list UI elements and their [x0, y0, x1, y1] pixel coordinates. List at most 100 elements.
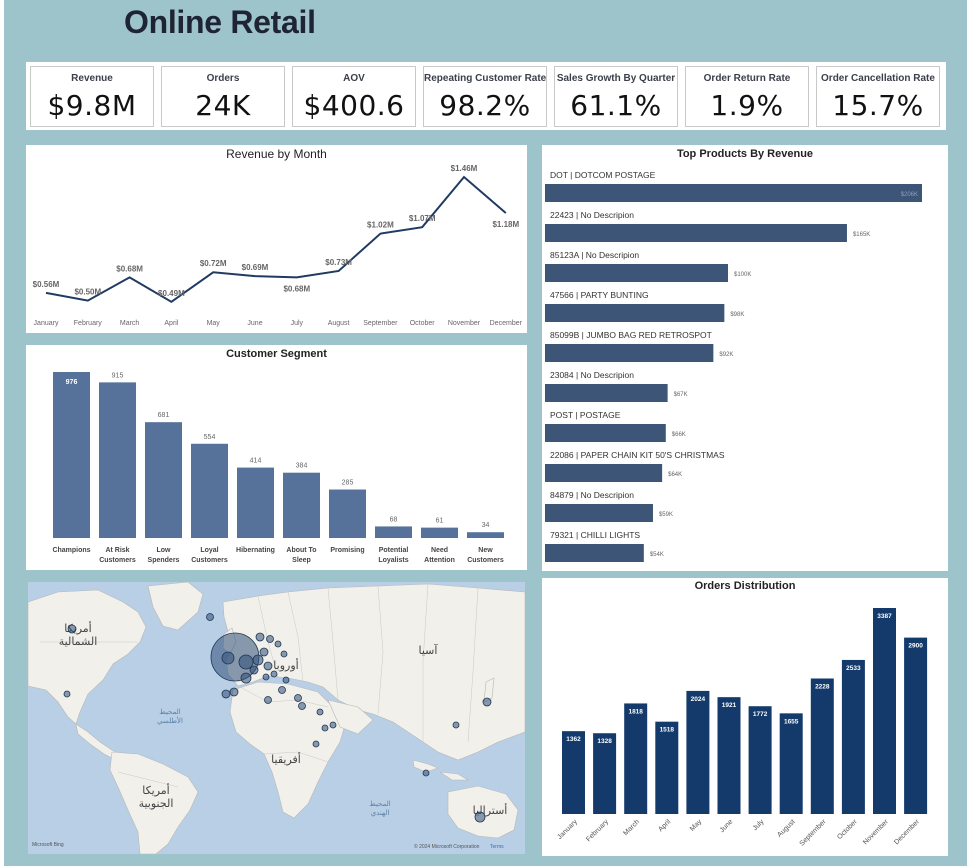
- product-bar: [545, 304, 725, 322]
- orders-bar: [655, 721, 679, 814]
- map-bubble[interactable]: [321, 724, 329, 732]
- map-bubble[interactable]: [255, 632, 265, 642]
- map-bubble[interactable]: [249, 665, 259, 675]
- world-map[interactable]: أمريكا الشمالية أمريكا الجنوبية أوروبا آ…: [28, 582, 525, 854]
- orders-bar: [779, 713, 803, 814]
- orders-map-panel[interactable]: أمريكا الشمالية أمريكا الجنوبية أوروبا آ…: [28, 582, 525, 854]
- revenue-data-label: $0.68M: [283, 284, 310, 293]
- segment-x-tick: Loyal: [200, 547, 218, 554]
- segment-bar-chart: 976 Champions 915 At Risk Customers 681 Low Spe…: [52, 372, 504, 564]
- map-bubble[interactable]: [316, 708, 324, 716]
- revenue-data-label: $0.49M: [158, 289, 185, 298]
- map-bubble[interactable]: [274, 640, 282, 648]
- map-bubble[interactable]: [240, 672, 252, 684]
- map-bubble[interactable]: [329, 721, 337, 729]
- north-america-land: [28, 589, 147, 725]
- product-category-label: 84879 | No Descripion: [550, 490, 634, 500]
- map-bubble[interactable]: [280, 650, 288, 658]
- orders-data-label: 3387: [877, 613, 892, 620]
- map-bubble[interactable]: [264, 696, 272, 704]
- product-category-label: 85099B | JUMBO BAG RED RETROSPOT: [550, 330, 712, 340]
- segment-x-tick: Low: [157, 547, 172, 554]
- map-bubble[interactable]: [422, 769, 430, 777]
- map-bubble[interactable]: [294, 694, 302, 702]
- revenue-x-tick: March: [120, 320, 140, 327]
- map-bubble[interactable]: [270, 670, 278, 678]
- segment-data-label: 976: [66, 379, 78, 386]
- kpi-label: Order Return Rate: [703, 73, 791, 84]
- segment-x-tick: Attention: [424, 557, 455, 564]
- kpi-value: 24K: [195, 89, 251, 122]
- product-bar: [545, 504, 653, 522]
- orders-data-label: 2533: [846, 665, 861, 672]
- map-bubble[interactable]: [221, 651, 235, 665]
- map-bubble[interactable]: [229, 687, 239, 697]
- orders-x-tick: July: [752, 818, 766, 832]
- orders-x-tick: January: [556, 818, 579, 841]
- revenue-x-tick: December: [490, 320, 523, 327]
- map-bubble[interactable]: [259, 647, 269, 657]
- top-products-panel[interactable]: Top Products By Revenue DOT | DOTCOM POS…: [542, 145, 948, 571]
- map-bubble[interactable]: [263, 661, 273, 671]
- bing-logo: Microsoft Bing: [32, 842, 64, 848]
- kpi-card-cancellation-rate[interactable]: Order Cancellation Rate 15.7%: [816, 66, 940, 127]
- arabia-land: [327, 699, 374, 735]
- revenue-data-label: $0.72M: [200, 259, 227, 268]
- segment-x-tick: Spenders: [148, 557, 180, 564]
- segment-bar: [145, 422, 182, 538]
- map-bubble[interactable]: [282, 676, 290, 684]
- product-category-label: 79321 | CHILLI LIGHTS: [550, 530, 640, 540]
- map-bubble[interactable]: [63, 690, 71, 698]
- kpi-label: Revenue: [71, 73, 113, 84]
- map-bubble[interactable]: [452, 721, 460, 729]
- orders-bar: [904, 637, 928, 814]
- kpi-card-aov[interactable]: AOV $400.6: [292, 66, 416, 127]
- map-label-atlantic: المحيط: [159, 708, 180, 716]
- customer-segment-panel[interactable]: Customer Segment 976 Champions 915 At Risk C…: [26, 345, 527, 570]
- japan-land: [483, 677, 495, 703]
- map-label-europe: أوروبا: [273, 658, 298, 672]
- segment-bar: [421, 527, 458, 538]
- map-bubble[interactable]: [266, 635, 274, 643]
- map-bubble[interactable]: [262, 673, 270, 681]
- segment-data-label: 681: [158, 412, 170, 419]
- revenue-by-month-panel[interactable]: Revenue by Month $0.56M January $0.50M Febr…: [26, 145, 527, 333]
- map-bubble[interactable]: [252, 654, 264, 666]
- orders-bar: [841, 659, 865, 814]
- orders-data-label: 2228: [815, 683, 830, 690]
- product-data-label: $98K: [730, 312, 744, 318]
- kpi-card-orders[interactable]: Orders 24K: [161, 66, 285, 127]
- revenue-line: [45, 175, 507, 304]
- segment-data-label: 915: [112, 372, 124, 379]
- map-label-north-america: الشمالية: [59, 635, 98, 648]
- orders-bar: [562, 731, 585, 814]
- segment-x-tick: Customers: [99, 557, 136, 564]
- map-bubble[interactable]: [206, 613, 214, 621]
- orders-data-label: 1921: [722, 702, 737, 709]
- map-terms-link[interactable]: Terms: [490, 844, 504, 850]
- map-bubble[interactable]: [298, 702, 306, 710]
- map-label-south-america: الجنوبية: [139, 797, 174, 810]
- map-bubble[interactable]: [221, 689, 231, 699]
- map-bubble[interactable]: [278, 686, 286, 694]
- map-label-south-america: أمريكا: [142, 783, 170, 797]
- map-bubble[interactable]: [474, 811, 486, 823]
- orders-distribution-panel[interactable]: Orders Distribution 1362 January 1328 Febru…: [542, 578, 948, 856]
- map-label-asia: آسيا: [419, 643, 439, 657]
- product-data-label: $165K: [853, 232, 870, 238]
- orders-bar: [873, 608, 896, 814]
- product-bar: [545, 464, 663, 482]
- product-data-label: $64K: [668, 472, 682, 478]
- kpi-value: $9.8M: [47, 89, 137, 122]
- kpi-card-revenue[interactable]: Revenue $9.8M: [30, 66, 154, 127]
- panel-title: Revenue by Month: [226, 147, 327, 161]
- map-bubble[interactable]: [67, 624, 77, 634]
- south-america-land: [109, 751, 199, 854]
- order-bubbles[interactable]: [63, 613, 492, 823]
- map-bubble[interactable]: [312, 740, 320, 748]
- kpi-card-repeating-rate[interactable]: Repeating Customer Rate 98.2%: [423, 66, 547, 127]
- revenue-data-label: $1.07M: [409, 214, 436, 223]
- map-bubble[interactable]: [482, 697, 492, 707]
- kpi-card-sales-growth[interactable]: Sales Growth By Quarter 61.1%: [554, 66, 678, 127]
- kpi-card-return-rate[interactable]: Order Return Rate 1.9%: [685, 66, 809, 127]
